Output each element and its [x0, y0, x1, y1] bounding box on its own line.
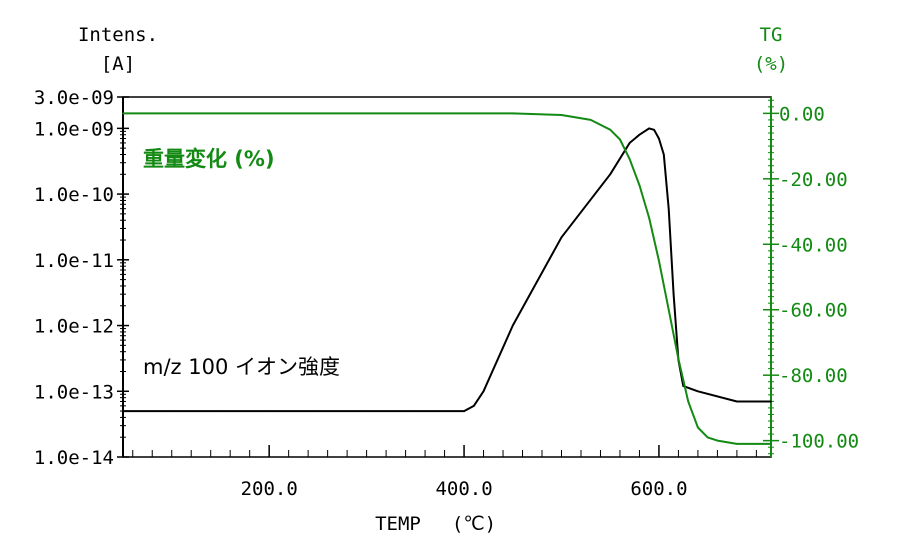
y-right-axis-unit: (%) — [754, 53, 788, 75]
weight-change-point — [560, 114, 563, 116]
ion-intensity-point — [473, 405, 475, 407]
y-right-axis-title: TG — [760, 24, 783, 46]
ion-intensity-point — [170, 410, 173, 412]
y-right-tick-label: -80.00 — [779, 365, 848, 387]
weight-change-point — [512, 112, 514, 115]
y-left-tick-label: 1.0e-14 — [34, 447, 114, 469]
x-axis-unit: (℃) — [452, 513, 496, 535]
weight-change-point — [667, 308, 670, 311]
ion-intensity-point — [482, 390, 485, 393]
y-right-tick-label: -60.00 — [779, 300, 848, 322]
weight-change-point — [697, 426, 699, 429]
y-right-tick-label: 0.00 — [779, 103, 825, 125]
y-left-tick-label: 1.0e-10 — [34, 184, 114, 206]
legend-ms-label: m/z 100 イオン強度 — [143, 355, 340, 379]
ion-intensity-point — [653, 129, 655, 131]
weight-change-point — [736, 443, 738, 445]
weight-change-point — [677, 358, 680, 360]
ion-intensity-point — [663, 153, 665, 156]
ion-intensity-point — [609, 173, 611, 176]
weight-change-point — [638, 184, 641, 187]
weight-change-point — [365, 112, 368, 115]
ion-intensity-point — [560, 236, 563, 239]
weight-change-point — [609, 128, 611, 131]
ion-intensity-point — [512, 324, 514, 327]
y-right-tick-label: -100.00 — [779, 431, 859, 453]
ion-intensity-point — [658, 137, 660, 140]
ion-intensity-point — [697, 390, 699, 393]
weight-change-point — [170, 112, 173, 115]
weight-change-point — [716, 439, 719, 442]
y-left-tick-label: 1.0e-09 — [34, 118, 114, 140]
x-tick-label: 400.0 — [435, 478, 492, 500]
x-axis-title: TEMP — [375, 513, 421, 535]
x-tick-label: 200.0 — [241, 478, 298, 500]
weight-change-point — [770, 443, 772, 445]
ion-intensity-point — [672, 293, 675, 296]
ion-intensity-point — [667, 207, 670, 210]
weight-change-point — [648, 217, 650, 219]
ion-intensity-point — [628, 142, 631, 144]
weight-change-point — [628, 158, 631, 160]
ion-intensity-point — [770, 400, 772, 403]
ion-intensity-point — [122, 410, 124, 412]
ion-intensity-point — [317, 410, 319, 412]
weight-change-line — [123, 112, 771, 445]
weight-change-point — [268, 112, 271, 115]
y-left-axis-unit: [A] — [101, 53, 135, 75]
ion-intensity-point — [414, 410, 417, 412]
weight-change-point — [122, 112, 124, 115]
x-tick-label: 600.0 — [630, 478, 687, 500]
y-left-tick-label: 1.0e-13 — [34, 381, 114, 403]
weight-change-point — [687, 400, 689, 403]
weight-change-point — [658, 259, 660, 262]
ion-intensity-point — [219, 410, 222, 412]
y-left-axis-title: Intens. — [78, 24, 158, 46]
ion-intensity-point — [648, 127, 650, 130]
ion-intensity-point — [463, 410, 465, 412]
y-right-tick-label: -40.00 — [779, 234, 848, 256]
y-left-tick-label: 1.0e-11 — [34, 250, 114, 272]
legend-tg-label: 重量変化 (%) — [143, 147, 275, 171]
ion-intensity-line — [123, 127, 771, 413]
y-left-tick-label: 3.0e-09 — [34, 87, 114, 109]
ion-intensity-point — [365, 410, 368, 412]
y-right-tick-label: -20.00 — [779, 169, 848, 191]
ion-intensity-point — [268, 410, 271, 412]
weight-change-point — [706, 436, 709, 439]
weight-change-point — [619, 138, 621, 141]
ion-intensity-point — [638, 133, 641, 136]
weight-change-point — [589, 119, 592, 121]
y-left-tick-label: 1.0e-12 — [34, 316, 114, 338]
ion-intensity-point — [736, 400, 738, 403]
weight-change-point — [463, 112, 465, 115]
